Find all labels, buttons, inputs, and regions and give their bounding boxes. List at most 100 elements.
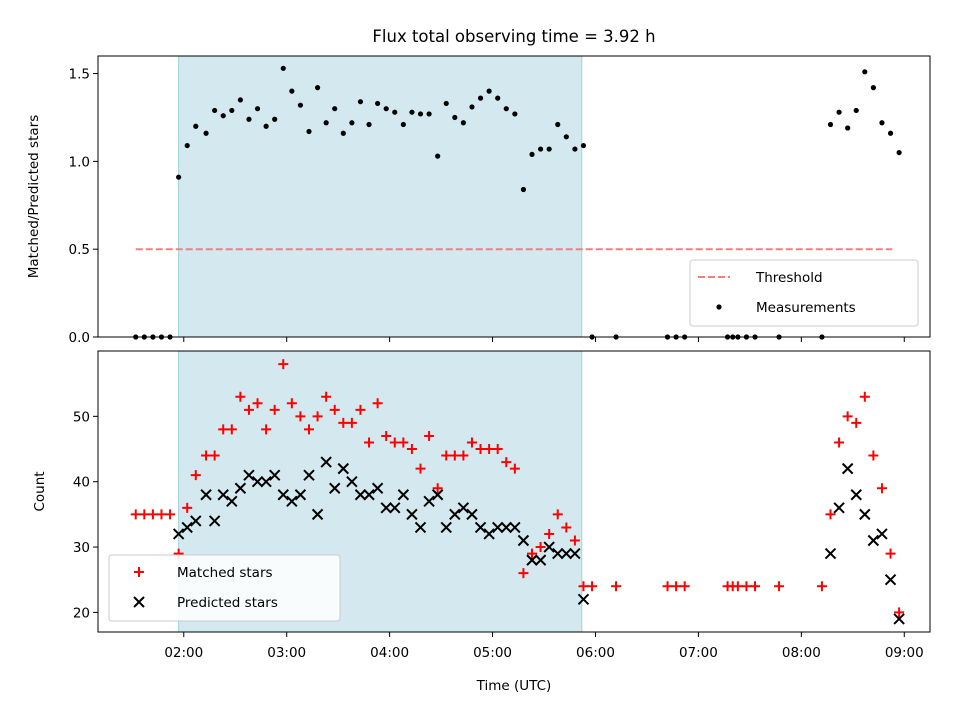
y-tick-label: 0.5 — [69, 242, 90, 258]
measurement-point — [529, 151, 535, 157]
matched-star-point — [561, 522, 572, 533]
predicted-star-point — [859, 508, 871, 521]
predicted-star-point — [466, 508, 478, 521]
matched-star-point — [671, 581, 682, 592]
matched-star-point — [424, 430, 435, 441]
measurement-point — [426, 111, 432, 117]
x-tick-label: 06:00 — [576, 645, 615, 661]
predicted-star-point — [833, 502, 845, 514]
legend-predicted-swatch — [133, 596, 145, 608]
legend-box — [689, 259, 919, 327]
measurement-point — [896, 149, 902, 156]
measurement-point — [349, 120, 355, 126]
y-axis-label: Count — [32, 471, 48, 511]
measurement-point — [280, 65, 286, 71]
legend-matched-label: Matched stars — [177, 565, 273, 581]
predicted-star-point — [483, 528, 495, 540]
measurement-point — [237, 97, 243, 103]
predicted-star-point — [243, 469, 255, 481]
matched-star-point — [312, 411, 323, 422]
legend-predicted-label: Predicted stars — [177, 595, 278, 611]
matched-star-point — [834, 437, 845, 448]
matched-star-point — [338, 417, 349, 428]
predicted-star-point — [500, 521, 512, 534]
measurement-point — [546, 146, 552, 152]
measurement-point — [323, 120, 329, 126]
matched-star-point — [261, 424, 272, 435]
predicted-star-point — [208, 515, 221, 527]
predicted-star-point — [560, 547, 573, 560]
matched-star-point — [851, 417, 862, 428]
predicted-star-point — [543, 541, 555, 553]
predicted-star-point — [337, 462, 350, 475]
matched-star-point — [509, 463, 520, 474]
matched-star-point — [432, 483, 443, 494]
predicted-star-point — [440, 521, 452, 534]
measurement-point — [375, 100, 381, 107]
predicted-star-point — [577, 593, 590, 606]
matched-star-point — [475, 444, 486, 455]
matched-star-point — [544, 528, 555, 539]
predicted-star-point — [534, 554, 547, 566]
predicted-star-point — [509, 521, 521, 534]
measurement-point — [572, 146, 578, 152]
predicted-star-point — [217, 489, 229, 501]
y-tick-label: 20 — [73, 605, 90, 621]
predicted-star-point — [181, 521, 193, 534]
matched-star-point — [868, 450, 879, 461]
matched-star-point — [389, 437, 400, 448]
predicted-star-point — [311, 508, 324, 521]
x-tick-label: 03:00 — [267, 645, 306, 661]
measurement-point — [452, 114, 458, 121]
measurement-point — [220, 113, 226, 119]
matched-star-point — [381, 430, 392, 441]
legend-matched-swatch — [134, 567, 144, 577]
matched-star-point — [885, 548, 896, 559]
matched-star-point — [859, 391, 870, 402]
matched-star-point — [226, 424, 237, 435]
measurement-point — [870, 85, 876, 91]
predicted-star-point — [389, 502, 401, 514]
matched-star-point — [269, 404, 280, 415]
matched-star-point — [295, 411, 306, 422]
measurement-point — [443, 100, 449, 107]
measurement-point — [845, 125, 851, 131]
bottom-panel: 20 30 40 50 02:00 03:00 04:00 05:00 06:00 07:00 08… — [32, 350, 931, 694]
predicted-star-point — [414, 521, 427, 534]
plot-frame — [97, 350, 931, 633]
measurement-point — [366, 121, 372, 128]
predicted-star-point — [354, 489, 367, 501]
predicted-star-point — [431, 489, 444, 501]
matched-star-point — [243, 404, 254, 415]
legend-measurements-swatch — [716, 304, 722, 310]
matched-star-point — [741, 581, 752, 592]
measurement-point — [332, 106, 338, 112]
measurement-point — [460, 120, 466, 126]
matched-star-point — [147, 509, 158, 520]
predicted-star-point — [449, 508, 461, 521]
matched-star-point — [130, 509, 141, 520]
x-tick-label: 02:00 — [164, 645, 203, 661]
measurement-point — [495, 95, 501, 101]
predicted-star-point — [867, 534, 880, 547]
measurement-point — [503, 106, 509, 112]
measurement-point — [853, 107, 859, 114]
measurement-point — [340, 130, 346, 136]
x-tick-label: 07:00 — [679, 645, 718, 661]
predicted-star-point — [406, 508, 418, 521]
matched-star-point — [182, 502, 193, 513]
measurement-point — [176, 174, 182, 180]
matched-star-point — [679, 581, 690, 592]
predicted-star-point — [226, 495, 238, 508]
predicted-star-point — [884, 574, 897, 586]
matched-star-point — [750, 581, 761, 592]
matched-star-point — [415, 463, 426, 474]
measurement-point — [254, 106, 261, 112]
predicted-star-point — [260, 475, 272, 488]
matched-star-point — [372, 398, 383, 409]
matched-star-point — [816, 581, 827, 592]
matched-star-point — [774, 581, 785, 592]
predicted-star-point — [172, 528, 185, 540]
matched-star-point — [894, 607, 905, 618]
predicted-star-point — [320, 456, 332, 468]
